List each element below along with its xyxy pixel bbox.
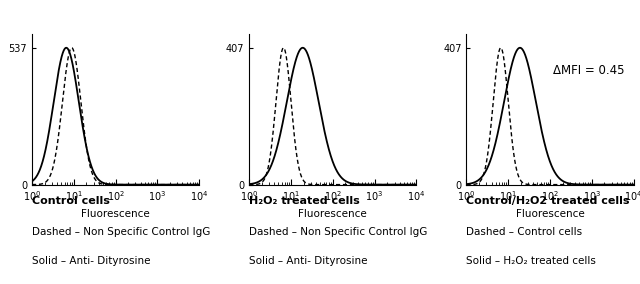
Text: Control cells: Control cells <box>32 196 110 206</box>
Text: Dashed – Non Specific Control IgG: Dashed – Non Specific Control IgG <box>32 227 211 237</box>
Text: Control/H₂O2 treated cells: Control/H₂O2 treated cells <box>467 196 630 206</box>
Text: Solid – Anti- Dityrosine: Solid – Anti- Dityrosine <box>32 256 150 266</box>
X-axis label: Fluorescence: Fluorescence <box>81 209 150 219</box>
Text: Solid – H₂O₂ treated cells: Solid – H₂O₂ treated cells <box>467 256 596 266</box>
X-axis label: Fluorescence: Fluorescence <box>516 209 584 219</box>
Text: H₂O₂ treated cells: H₂O₂ treated cells <box>249 196 360 206</box>
Text: Dashed – Control cells: Dashed – Control cells <box>467 227 582 237</box>
Text: ΔMFI = 0.45: ΔMFI = 0.45 <box>554 64 625 77</box>
Text: Dashed – Non Specific Control IgG: Dashed – Non Specific Control IgG <box>249 227 428 237</box>
X-axis label: Fluorescence: Fluorescence <box>298 209 367 219</box>
Text: Solid – Anti- Dityrosine: Solid – Anti- Dityrosine <box>249 256 368 266</box>
